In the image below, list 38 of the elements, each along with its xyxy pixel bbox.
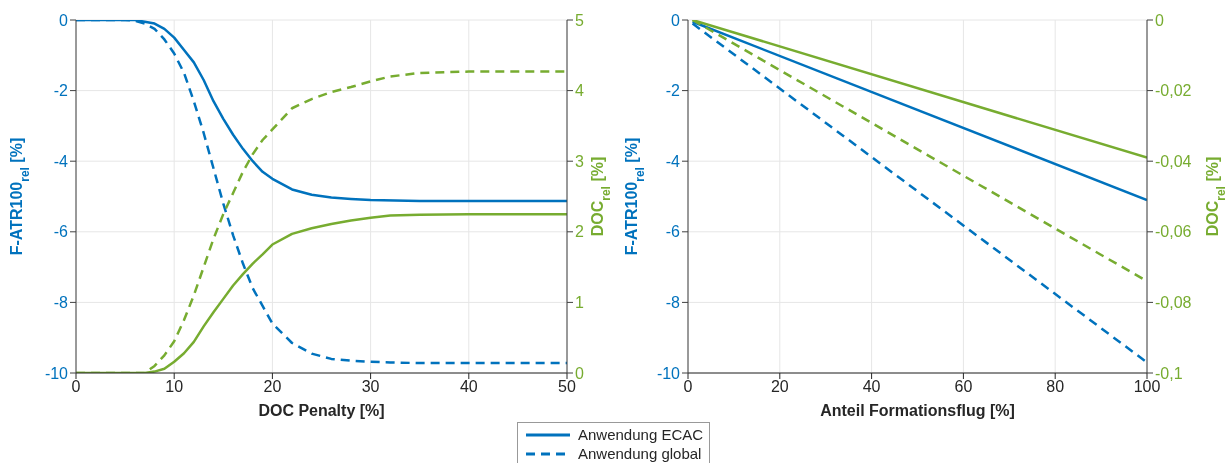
- y2-tick-label: 0: [1155, 11, 1164, 29]
- legend-label: Anwendung global: [578, 444, 702, 463]
- y-tick-label: -2: [665, 82, 681, 100]
- x-tick-label: 10: [165, 378, 184, 396]
- x-tick-label: 50: [558, 378, 576, 396]
- x-tick-label: 20: [263, 378, 282, 396]
- y-tick-label: -10: [656, 364, 681, 382]
- x-tick-label: 0: [71, 378, 81, 396]
- y2-tick-label: 1: [575, 294, 584, 312]
- y-tick-label: -6: [665, 223, 681, 241]
- y-tick-label: -10: [44, 364, 69, 382]
- y-tick-label: -6: [53, 223, 69, 241]
- y-tick-label: 0: [671, 11, 681, 29]
- legend-label: Anwendung ECAC: [578, 425, 704, 444]
- y2-tick-label: -0,04: [1155, 152, 1192, 170]
- x-tick-label: 30: [361, 378, 380, 396]
- x-tick-label: 20: [770, 378, 789, 396]
- y2-tick-label: -0,02: [1155, 82, 1192, 100]
- y-tick-label: -8: [665, 294, 681, 312]
- x-tick-label: 40: [459, 378, 478, 396]
- y-tick-label: -2: [53, 82, 69, 100]
- y-tick-label: -4: [665, 152, 681, 170]
- x-tick-label: 0: [683, 378, 693, 396]
- x-axis-title: DOC Penalty [%]: [258, 402, 385, 419]
- x-tick-label: 80: [1046, 378, 1065, 396]
- y2-tick-label: -0,08: [1155, 294, 1192, 312]
- y-tick-label: -4: [53, 152, 69, 170]
- y2-tick-label: 3: [575, 152, 584, 170]
- x-tick-label: 40: [862, 378, 881, 396]
- x-tick-label: 60: [954, 378, 973, 396]
- y2-tick-label: 4: [575, 82, 584, 100]
- y-tick-label: -8: [53, 294, 69, 312]
- y2-tick-label: 5: [575, 11, 584, 29]
- y-tick-label: 0: [59, 11, 69, 29]
- x-axis-title: Anteil Formationsflug [%]: [820, 402, 1015, 419]
- y2-tick-label: 2: [575, 223, 584, 241]
- y2-tick-label: 0: [575, 364, 584, 382]
- y2-tick-label: -0,06: [1155, 223, 1192, 241]
